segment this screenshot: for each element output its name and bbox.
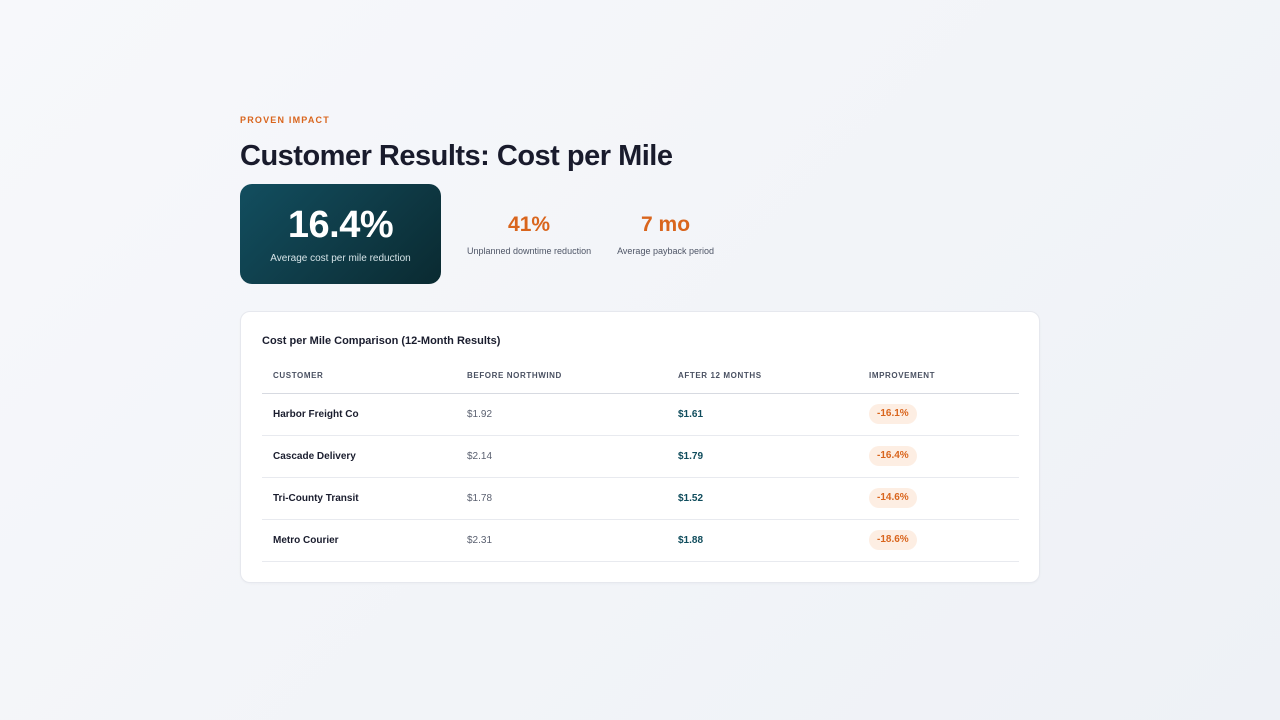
table-header-row: CUSTOMER BEFORE NORTHWIND AFTER 12 MONTH… bbox=[262, 368, 1019, 394]
cell-after: $1.79 bbox=[667, 435, 858, 478]
cell-after: $1.88 bbox=[667, 519, 858, 562]
table-row: Tri-County Transit $1.78 $1.52 -14.6% bbox=[262, 477, 1019, 520]
card-title: Cost per Mile Comparison (12-Month Resul… bbox=[262, 335, 501, 347]
eyebrow-label: PROVEN IMPACT bbox=[240, 115, 330, 125]
table-row: Cascade Delivery $2.14 $1.79 -16.4% bbox=[262, 435, 1019, 478]
improvement-badge: -18.6% bbox=[869, 530, 917, 550]
comparison-table: CUSTOMER BEFORE NORTHWIND AFTER 12 MONTH… bbox=[262, 368, 1019, 562]
cell-after: $1.61 bbox=[667, 393, 858, 436]
hero-stat-card: 16.4% Average cost per mile reduction bbox=[240, 184, 441, 284]
cell-before: $2.31 bbox=[456, 519, 667, 562]
cell-improvement: -16.1% bbox=[858, 393, 1019, 436]
cell-before: $1.92 bbox=[456, 393, 667, 436]
stat-downtime: 41% Unplanned downtime reduction bbox=[467, 212, 591, 256]
hero-stat-label: Average cost per mile reduction bbox=[270, 253, 411, 264]
cell-after: $1.52 bbox=[667, 477, 858, 520]
table-row: Harbor Freight Co $1.92 $1.61 -16.1% bbox=[262, 393, 1019, 436]
column-header-customer: CUSTOMER bbox=[262, 368, 456, 394]
cell-before: $1.78 bbox=[456, 477, 667, 520]
stat-payback: 7 mo Average payback period bbox=[617, 212, 714, 256]
improvement-badge: -14.6% bbox=[869, 488, 917, 508]
cell-improvement: -18.6% bbox=[858, 519, 1019, 562]
cell-improvement: -14.6% bbox=[858, 477, 1019, 520]
column-header-before: BEFORE NORTHWIND bbox=[456, 368, 667, 394]
cell-customer: Tri-County Transit bbox=[262, 477, 456, 520]
content-area: PROVEN IMPACT Customer Results: Cost per… bbox=[240, 115, 1040, 583]
page-title: Customer Results: Cost per Mile bbox=[240, 140, 673, 172]
table-row: Metro Courier $2.31 $1.88 -18.6% bbox=[262, 519, 1019, 562]
cell-improvement: -16.4% bbox=[858, 435, 1019, 478]
column-header-after: AFTER 12 MONTHS bbox=[667, 368, 858, 394]
stat-value: 7 mo bbox=[641, 213, 691, 236]
stat-value: 41% bbox=[508, 213, 551, 236]
column-header-improvement: IMPROVEMENT bbox=[858, 368, 1019, 394]
cell-customer: Metro Courier bbox=[262, 519, 456, 562]
hero-stat-value: 16.4% bbox=[287, 204, 394, 246]
improvement-badge: -16.1% bbox=[869, 404, 917, 424]
stat-label: Unplanned downtime reduction bbox=[467, 246, 592, 256]
comparison-card: Cost per Mile Comparison (12-Month Resul… bbox=[240, 311, 1040, 583]
stats-row: 16.4% Average cost per mile reduction 41… bbox=[240, 184, 1040, 284]
improvement-badge: -16.4% bbox=[869, 446, 917, 466]
stat-label: Average payback period bbox=[617, 246, 714, 256]
cell-customer: Harbor Freight Co bbox=[262, 393, 456, 436]
cell-customer: Cascade Delivery bbox=[262, 435, 456, 478]
cell-before: $2.14 bbox=[456, 435, 667, 478]
